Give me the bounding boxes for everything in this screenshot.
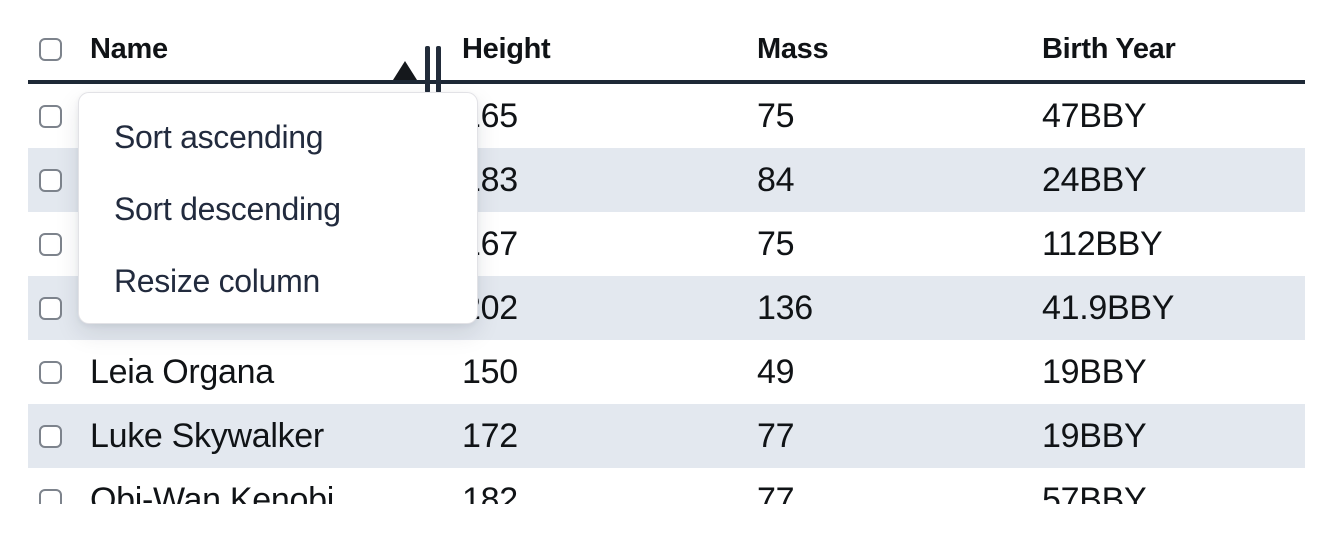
column-menu: Sort ascending Sort descending Resize co…	[78, 92, 478, 324]
row-select-cell	[28, 488, 80, 504]
row-select-cell	[28, 232, 80, 256]
row-checkbox[interactable]	[39, 424, 62, 448]
select-all-checkbox[interactable]	[39, 37, 62, 61]
cell-birth-year: 19BBY	[1042, 416, 1147, 455]
row-select-cell	[28, 360, 80, 384]
cell-birth-year: 19BBY	[1042, 352, 1147, 391]
table-row: Obi-Wan Kenobi 182 77 57BBY	[28, 468, 1305, 504]
resize-bar-icon	[436, 46, 441, 93]
cell-mass: 49	[757, 352, 795, 391]
row-select-cell	[28, 104, 80, 128]
cell-mass: 77	[757, 416, 795, 455]
menu-item-sort-descending[interactable]: Sort descending	[114, 190, 341, 227]
cell-name: Obi-Wan Kenobi	[90, 480, 334, 505]
row-checkbox[interactable]	[39, 488, 62, 504]
cell-mass: 136	[757, 288, 813, 327]
cell-height: 202	[462, 288, 518, 327]
table-row: Luke Skywalker 172 77 19BBY	[28, 404, 1305, 468]
cell-birth-year: 57BBY	[1042, 480, 1147, 505]
menu-item-resize-column[interactable]: Resize column	[114, 262, 320, 299]
select-all-cell	[28, 18, 80, 80]
column-menu-items: Sort ascending Sort descending Resize co…	[79, 101, 477, 317]
cell-height: 183	[462, 160, 518, 199]
cell-mass: 77	[757, 480, 795, 505]
cell-height: 172	[462, 416, 518, 455]
cell-height: 165	[462, 96, 518, 135]
row-select-cell	[28, 424, 80, 448]
cell-name: Luke Skywalker	[90, 416, 324, 455]
row-checkbox[interactable]	[39, 168, 62, 192]
cell-birth-year: 47BBY	[1042, 96, 1147, 135]
cell-birth-year: 24BBY	[1042, 160, 1147, 199]
sort-ascending-icon	[393, 61, 417, 80]
column-resize-handle[interactable]	[425, 46, 441, 93]
menu-item-sort-ascending[interactable]: Sort ascending	[114, 118, 324, 155]
column-header-height[interactable]: Height	[450, 18, 745, 80]
column-header-mass[interactable]: Mass	[745, 18, 1030, 80]
cell-mass: 84	[757, 160, 795, 199]
column-header-birth-year-label: Birth Year	[1042, 32, 1176, 65]
cell-name: Leia Organa	[90, 352, 274, 391]
column-header-height-label: Height	[462, 32, 551, 65]
cell-height: 167	[462, 224, 518, 263]
column-header-mass-label: Mass	[757, 32, 829, 65]
table-row: Leia Organa 150 49 19BBY	[28, 340, 1305, 404]
table-header-row: Name Height Mass Birth Year	[28, 0, 1305, 93]
cell-mass: 75	[757, 224, 795, 263]
row-checkbox[interactable]	[39, 360, 62, 384]
row-select-cell	[28, 168, 80, 192]
column-header-name[interactable]: Name	[80, 18, 450, 93]
cell-mass: 75	[757, 96, 795, 135]
row-checkbox[interactable]	[39, 232, 62, 256]
row-select-cell	[28, 296, 80, 320]
cell-birth-year: 41.9BBY	[1042, 288, 1175, 327]
resize-bar-icon	[425, 46, 430, 93]
cell-birth-year: 112BBY	[1042, 224, 1163, 263]
cell-height: 150	[462, 352, 518, 391]
row-checkbox[interactable]	[39, 296, 62, 320]
cell-height: 182	[462, 480, 518, 505]
column-header-birth-year[interactable]: Birth Year	[1030, 18, 1305, 80]
column-header-name-label: Name	[90, 32, 168, 65]
row-checkbox[interactable]	[39, 104, 62, 128]
